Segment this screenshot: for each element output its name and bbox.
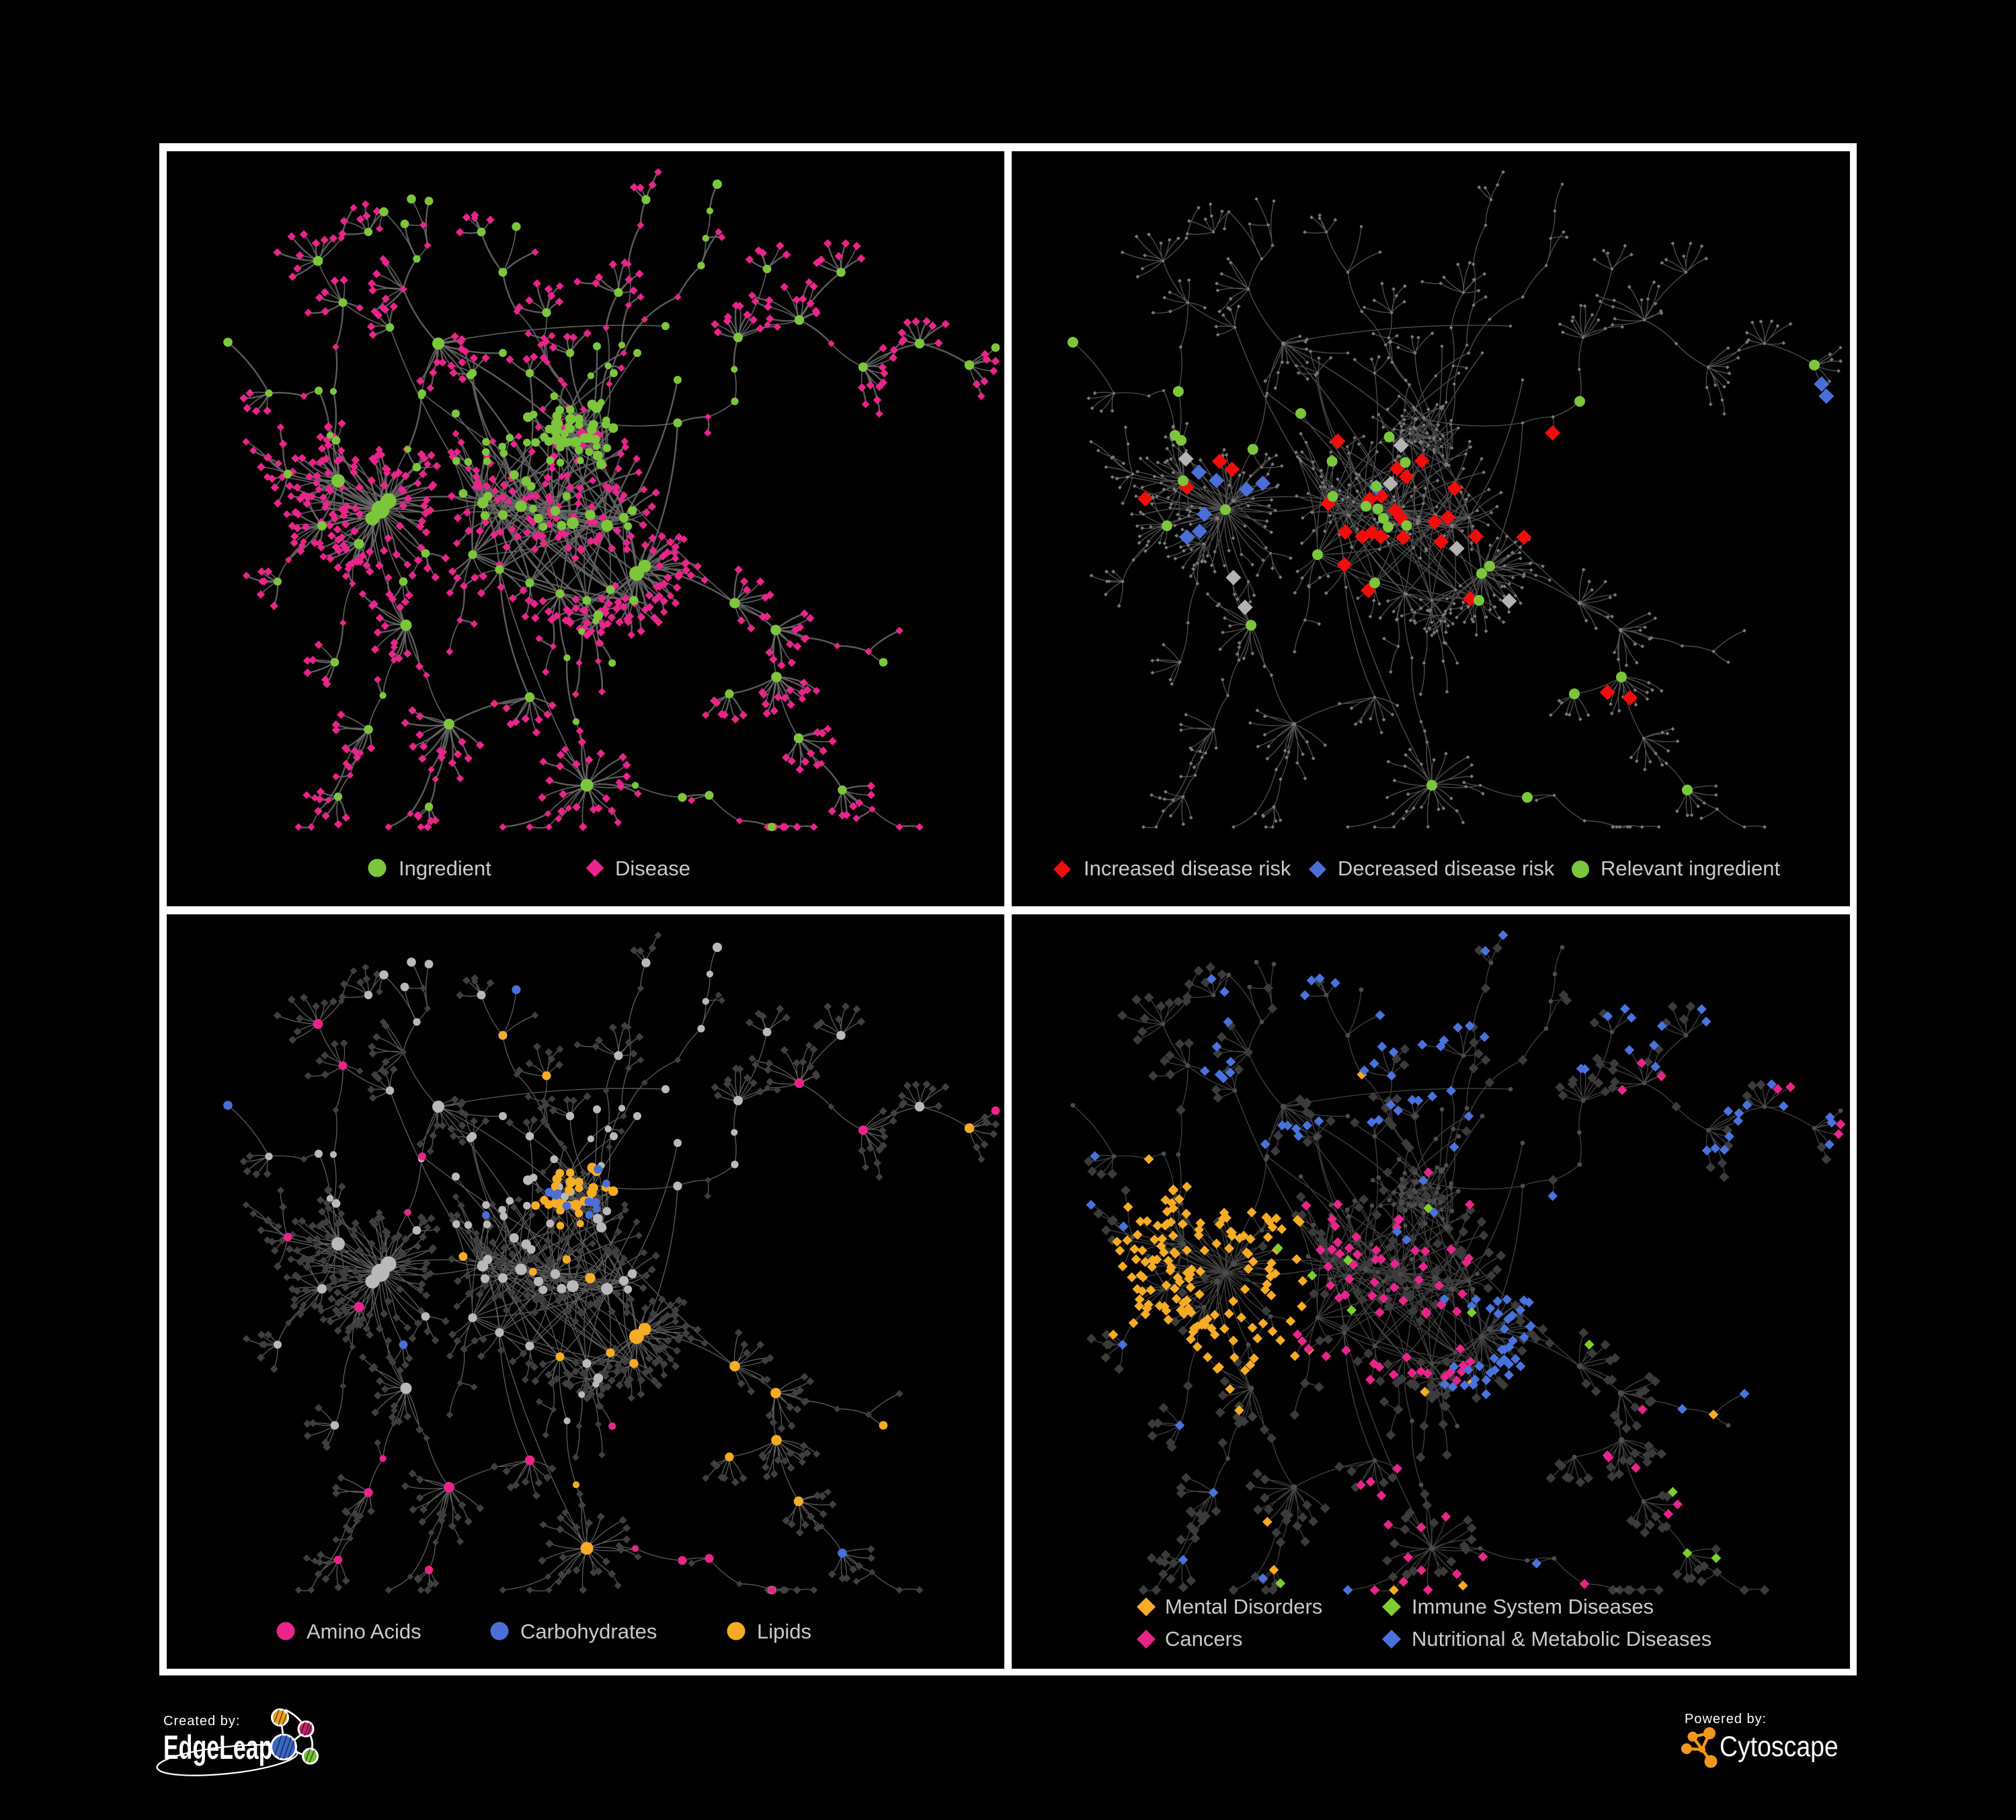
svg-text:Carbohydrates: Carbohydrates xyxy=(520,1620,657,1643)
svg-text:Immune System Diseases: Immune System Diseases xyxy=(1412,1595,1654,1618)
svg-text:Decreased disease risk: Decreased disease risk xyxy=(1338,857,1555,880)
svg-text:Disease: Disease xyxy=(615,857,690,880)
svg-text:Lipids: Lipids xyxy=(757,1620,811,1643)
svg-text:Nutritional & Metabolic Diseas: Nutritional & Metabolic Diseases xyxy=(1412,1627,1711,1651)
svg-text:Relevant ingredient: Relevant ingredient xyxy=(1601,857,1781,880)
svg-text:Cancers: Cancers xyxy=(1165,1627,1242,1651)
svg-text:Amino Acids: Amino Acids xyxy=(307,1620,421,1643)
svg-text:Ingredient: Ingredient xyxy=(399,857,491,880)
svg-text:EdgeLeap: EdgeLeap xyxy=(163,1729,272,1767)
svg-text:Increased disease risk: Increased disease risk xyxy=(1084,857,1291,880)
svg-text:Powered by:: Powered by: xyxy=(1685,1712,1767,1727)
svg-text:Mental Disorders: Mental Disorders xyxy=(1165,1595,1322,1618)
svg-text:Cytoscape: Cytoscape xyxy=(1720,1731,1839,1763)
svg-text:Created by:: Created by: xyxy=(163,1714,240,1729)
